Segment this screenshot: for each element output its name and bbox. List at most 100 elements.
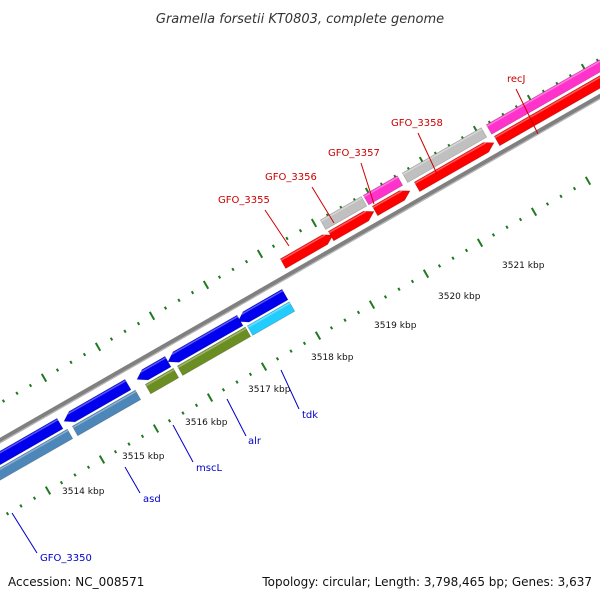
feature-magenta xyxy=(362,175,404,206)
inner-tick xyxy=(127,442,131,446)
outer-tick xyxy=(123,329,127,334)
label-leaders xyxy=(11,88,539,554)
inner-tick xyxy=(32,496,37,501)
inner-tick xyxy=(194,403,199,408)
feature-blue-shine xyxy=(171,315,239,355)
leader-forward xyxy=(515,88,539,135)
inner-tick xyxy=(113,449,118,454)
outer-tick xyxy=(256,249,264,259)
inner-tick xyxy=(73,473,77,477)
outer-tick xyxy=(202,280,210,290)
inner-tick xyxy=(98,455,106,464)
backbone-line xyxy=(0,93,600,443)
gene-label-forward: recJ xyxy=(507,74,526,85)
inner-tick xyxy=(437,264,442,268)
feature-red-shine xyxy=(494,76,600,139)
feature-red xyxy=(327,210,375,242)
feature-olive xyxy=(176,326,252,376)
feature-magenta-shine xyxy=(363,176,399,198)
map-labels: 3514 kbp 3515 kbp 3516 kbp 3517 kbp 3518 kbp… xyxy=(40,74,545,564)
inner-tick xyxy=(584,176,592,186)
feature-magenta xyxy=(485,59,600,135)
outer-tick xyxy=(163,306,168,310)
leader-reverse xyxy=(280,369,300,410)
inner-tick xyxy=(464,248,469,253)
inner-tick xyxy=(19,504,23,508)
inner-tick xyxy=(260,362,268,371)
leader-forward xyxy=(311,186,335,224)
inner-tick xyxy=(518,217,523,222)
outer-tick xyxy=(28,383,33,388)
gene-label-reverse: mscL xyxy=(196,463,222,474)
outer-tick xyxy=(82,352,87,357)
feature-magenta-shine xyxy=(486,60,600,127)
inner-tick xyxy=(476,238,484,248)
gene-label-reverse: asd xyxy=(143,494,161,505)
feature-gray-shine xyxy=(402,128,483,175)
feature-red xyxy=(279,234,334,269)
outer-tick xyxy=(94,342,102,352)
gene-label-forward: GFO_3355 xyxy=(218,195,270,206)
feature-steel xyxy=(0,428,74,481)
inner-tick xyxy=(397,287,401,291)
feature-steel-shine xyxy=(0,429,69,471)
accession-text: Accession: NC_008571 xyxy=(8,575,144,589)
outer-tick xyxy=(244,259,249,264)
map-title: Gramella forsetii KT0803, complete genom… xyxy=(156,12,444,27)
inner-tick xyxy=(44,486,52,495)
inner-tick xyxy=(491,233,496,237)
inner-tick xyxy=(86,465,91,470)
inner-tick xyxy=(545,202,550,206)
inner-tick xyxy=(289,349,293,353)
inner-tick xyxy=(410,279,415,284)
gene-label-reverse: GFO_3350 xyxy=(40,553,92,564)
outer-tick xyxy=(55,368,60,372)
inner-tick xyxy=(451,256,455,261)
leader-forward xyxy=(360,162,375,205)
inner-tick xyxy=(530,207,538,217)
leader-forward xyxy=(417,132,438,175)
gene-label-forward: GFO_3356 xyxy=(265,172,317,183)
feature-blue xyxy=(136,355,172,381)
feature-steel-shine xyxy=(72,390,137,429)
outer-tick xyxy=(217,275,222,279)
feature-cyan xyxy=(246,301,296,336)
feature-blue-shine xyxy=(140,357,167,373)
feature-blue xyxy=(63,378,132,423)
inner-tick xyxy=(329,326,334,330)
inner-tick xyxy=(206,393,214,402)
feature-olive-shine xyxy=(145,368,175,387)
inner-tick xyxy=(235,380,239,384)
feature-blue-shine xyxy=(67,380,127,415)
gene-label-reverse: tdk xyxy=(302,410,318,421)
feature-blue-shine xyxy=(241,289,284,315)
leader-reverse xyxy=(124,466,141,494)
inner-tick xyxy=(356,310,361,315)
outer-tick xyxy=(310,218,318,228)
outer-tick xyxy=(190,290,195,295)
gene-label-forward: GFO_3358 xyxy=(391,118,443,129)
outer-tick xyxy=(231,267,235,272)
feature-blue xyxy=(237,288,289,323)
inner-tick xyxy=(59,480,64,485)
outer-tick xyxy=(177,298,181,303)
feature-red xyxy=(371,190,411,217)
feature-olive-shine xyxy=(177,327,247,368)
inner-tick xyxy=(383,295,388,299)
feature-gray-shine xyxy=(320,197,363,222)
feature-red-shine xyxy=(414,142,487,185)
feature-red-shine xyxy=(328,210,367,234)
kbp-label: 3519 kbp xyxy=(374,321,417,331)
inner-tick xyxy=(572,186,577,191)
feature-cyan-shine xyxy=(247,302,291,328)
inner-tick xyxy=(5,511,10,516)
inner-tick xyxy=(181,411,185,415)
kbp-label: 3517 kbp xyxy=(248,385,291,395)
inner-tick xyxy=(422,269,430,279)
leader-reverse xyxy=(226,398,247,437)
gene-label-forward: GFO_3357 xyxy=(328,148,380,159)
feature-red-shine xyxy=(372,190,403,209)
leader-reverse xyxy=(172,424,194,463)
inner-tick xyxy=(248,372,253,377)
inner-tick xyxy=(505,225,509,230)
